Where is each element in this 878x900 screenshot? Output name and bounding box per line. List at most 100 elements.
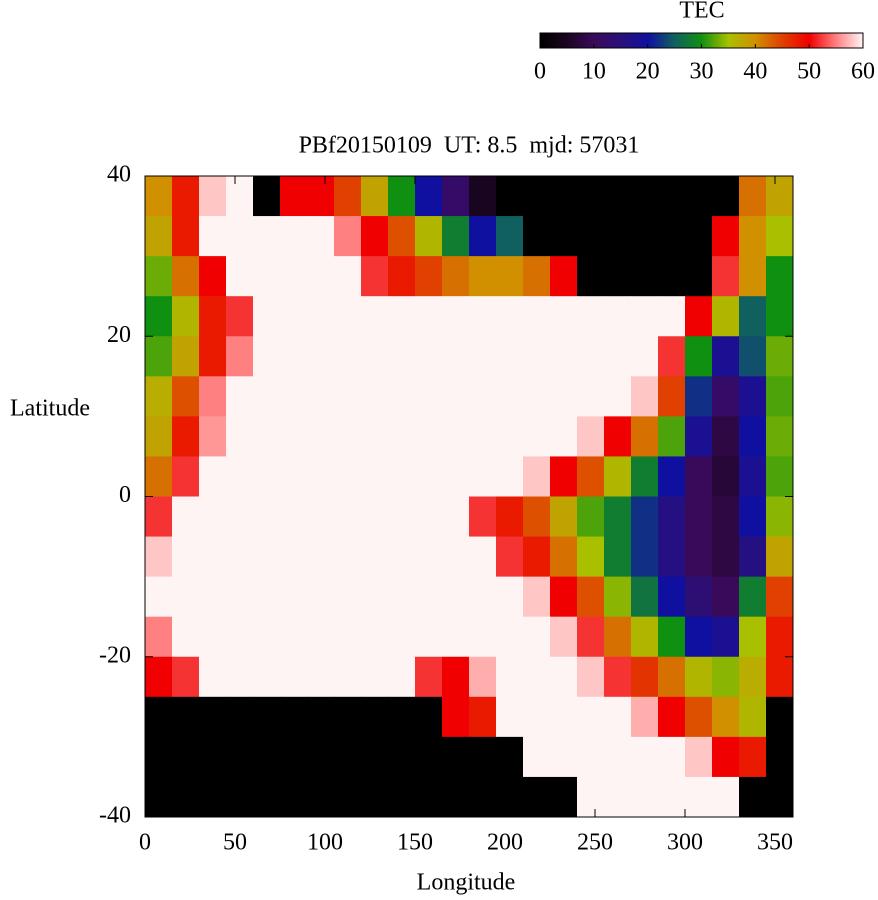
- heat-cell: [307, 536, 335, 578]
- heat-cell: [361, 296, 389, 337]
- heat-cell: [604, 776, 632, 818]
- heat-cell: [658, 216, 686, 257]
- heat-cell: [766, 696, 794, 738]
- heat-cell: [550, 336, 578, 377]
- heat-cell: [577, 216, 605, 257]
- heat-cell: [469, 256, 497, 297]
- heat-cell: [631, 696, 659, 738]
- heat-cell: [469, 376, 497, 417]
- heat-cell: [226, 496, 254, 538]
- heat-cell: [739, 696, 767, 738]
- heat-cell: [172, 656, 200, 698]
- heat-cell: [199, 256, 227, 297]
- heat-cell: [253, 256, 281, 297]
- heat-cell: [226, 456, 254, 497]
- heat-cell: [577, 416, 605, 457]
- heat-cell: [631, 736, 659, 778]
- heat-cell: [604, 176, 632, 217]
- heat-cell: [685, 176, 713, 217]
- heat-cell: [631, 496, 659, 538]
- heat-cell: [712, 736, 740, 778]
- heat-cell: [712, 576, 740, 618]
- heat-cell: [766, 736, 794, 778]
- x-tick-label: 100: [307, 830, 343, 856]
- heat-cell: [199, 536, 227, 578]
- heat-cell: [307, 416, 335, 457]
- heat-cell: [253, 696, 281, 738]
- heat-cell: [361, 576, 389, 618]
- heat-cell: [550, 536, 578, 578]
- heat-cell: [685, 296, 713, 337]
- heat-cell: [280, 456, 308, 497]
- heat-cell: [226, 256, 254, 297]
- heat-cell: [739, 576, 767, 618]
- heat-cell: [226, 216, 254, 257]
- heat-cell: [307, 376, 335, 417]
- heat-cell: [334, 496, 362, 538]
- heat-cell: [523, 776, 551, 818]
- heat-cell: [766, 296, 794, 337]
- heat-cell: [145, 736, 173, 778]
- heat-cell: [307, 736, 335, 778]
- heat-cell: [199, 776, 227, 818]
- colorbar-tick-label: 50: [797, 59, 821, 85]
- heat-cell: [388, 176, 416, 217]
- heat-cell: [685, 696, 713, 738]
- x-tick-label: 350: [757, 830, 793, 856]
- heat-cell: [334, 776, 362, 818]
- heat-cell: [523, 176, 551, 217]
- heat-cell: [442, 376, 470, 417]
- heat-cell: [550, 736, 578, 778]
- heat-cell: [415, 296, 443, 337]
- heat-cell: [577, 616, 605, 658]
- heat-cell: [685, 496, 713, 538]
- heat-cell: [307, 496, 335, 538]
- heat-cell: [334, 296, 362, 337]
- heat-cell: [442, 576, 470, 618]
- heat-cell: [199, 656, 227, 698]
- heat-cell: [226, 176, 254, 217]
- heat-cell: [685, 616, 713, 658]
- heat-cell: [658, 256, 686, 297]
- heat-cell: [415, 616, 443, 658]
- heat-cell: [496, 496, 524, 538]
- heat-cell: [523, 416, 551, 457]
- heat-cell: [415, 376, 443, 417]
- heat-cell: [145, 496, 173, 538]
- heat-cell: [496, 416, 524, 457]
- heat-cell: [469, 576, 497, 618]
- heat-cell: [172, 616, 200, 658]
- heat-cell: [280, 616, 308, 658]
- heat-cell: [280, 216, 308, 257]
- heat-cell: [280, 496, 308, 538]
- heat-cell: [577, 336, 605, 377]
- heat-cell: [739, 456, 767, 497]
- heat-cell: [469, 656, 497, 698]
- heat-cell: [631, 616, 659, 658]
- heat-cell: [280, 336, 308, 377]
- heat-cell: [523, 376, 551, 417]
- heat-cell: [496, 536, 524, 578]
- heat-cell: [496, 256, 524, 297]
- heat-cell: [253, 376, 281, 417]
- heat-cell: [442, 256, 470, 297]
- colorbar-tick-label: 40: [743, 59, 767, 85]
- heat-cell: [226, 536, 254, 578]
- heat-cell: [739, 296, 767, 337]
- heat-cell: [280, 376, 308, 417]
- heat-cell: [712, 656, 740, 698]
- heat-cell: [712, 696, 740, 738]
- heat-cell: [766, 656, 794, 698]
- heat-cell: [766, 536, 794, 578]
- heat-cell: [415, 536, 443, 578]
- heat-cell: [631, 216, 659, 257]
- heat-cell: [442, 736, 470, 778]
- y-tick-label: 40: [107, 162, 131, 188]
- heat-cell: [712, 376, 740, 417]
- heat-cell: [496, 736, 524, 778]
- heat-cell: [145, 296, 173, 337]
- colorbar-tick-label: 20: [636, 59, 660, 85]
- heat-cell: [577, 576, 605, 618]
- heat-cell: [577, 376, 605, 417]
- heat-cell: [361, 536, 389, 578]
